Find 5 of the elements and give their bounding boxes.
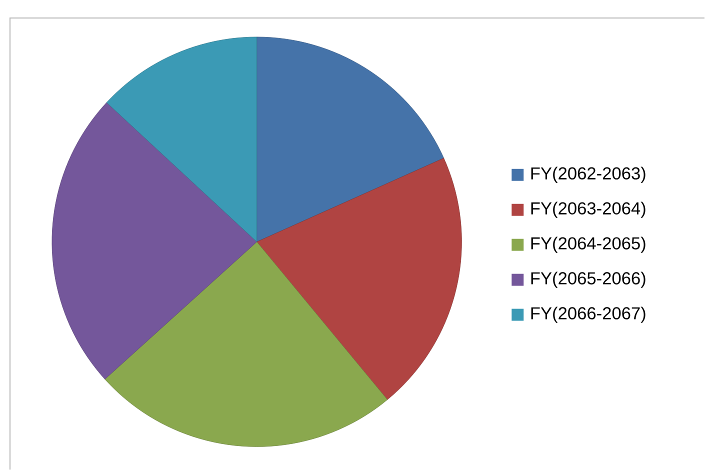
legend-label: FY(2066-2067) — [531, 306, 646, 323]
legend-label: FY(2065-2066) — [531, 272, 646, 288]
legend-label: FY(2062-2063) — [531, 166, 646, 183]
legend-label: FY(2064-2065) — [531, 236, 646, 253]
legend-label: FY(2063-2064) — [531, 202, 646, 218]
